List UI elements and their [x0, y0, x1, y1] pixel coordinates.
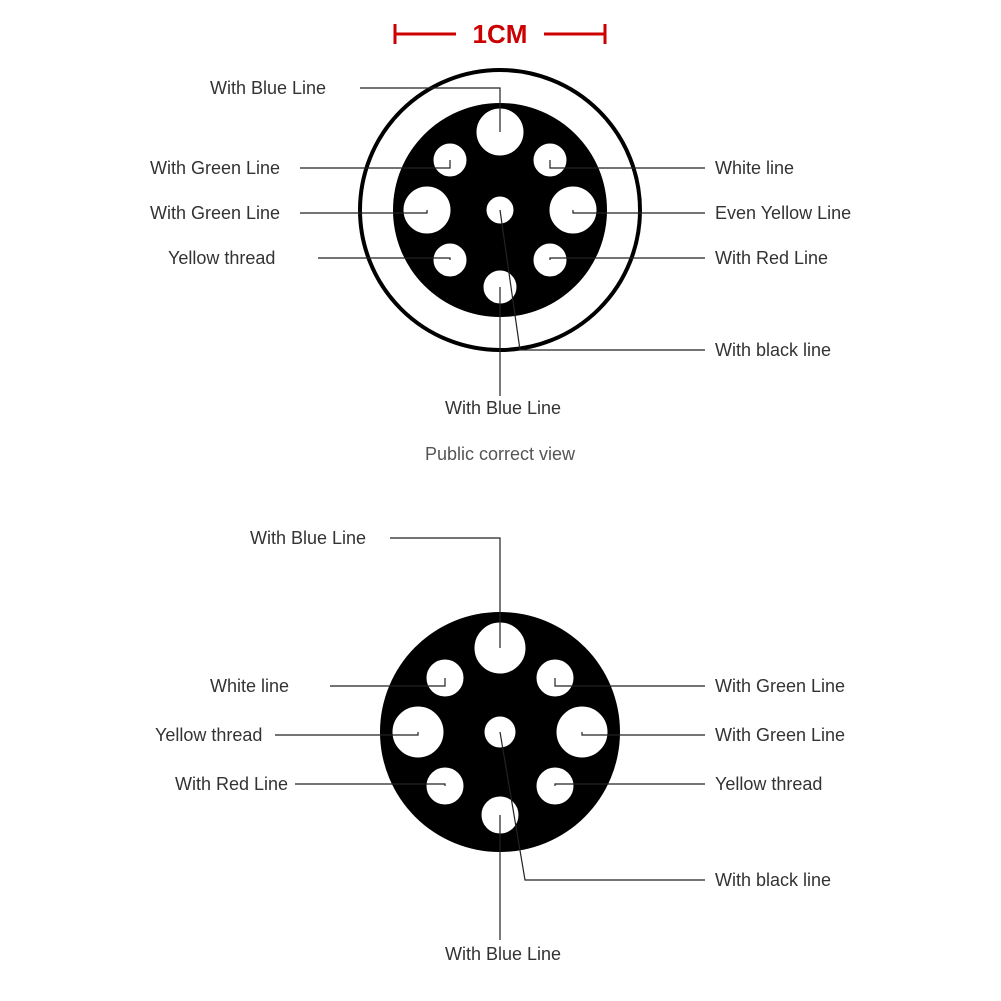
d1-label-right-3: With black line — [715, 340, 831, 360]
d1-label-right-0: White line — [715, 158, 794, 178]
d2-label-top: With Blue Line — [250, 528, 366, 548]
d2-label-bottom-0: With Blue Line — [445, 944, 561, 964]
d1-label-left-2: With Green Line — [150, 203, 280, 223]
dimension-label: 1CM — [473, 19, 528, 49]
diagram-caption: Public correct view — [425, 444, 576, 464]
d2-label-right-1: With Green Line — [715, 725, 845, 745]
d2-label-right-3: With black line — [715, 870, 831, 890]
d1-label-left-3: Yellow thread — [168, 248, 275, 268]
d1-label-right-1: Even Yellow Line — [715, 203, 851, 223]
d1-label-bottom-0: With Blue Line — [445, 398, 561, 418]
d2-label-left-0: White line — [210, 676, 289, 696]
d2-label-right-0: With Green Line — [715, 676, 845, 696]
d2-label-right-2: Yellow thread — [715, 774, 822, 794]
d1-label-left-1: With Green Line — [150, 158, 280, 178]
d1-label-right-2: With Red Line — [715, 248, 828, 268]
d2-label-left-2: With Red Line — [175, 774, 288, 794]
d1-label-left-0: With Blue Line — [210, 78, 326, 98]
d2-label-left-1: Yellow thread — [155, 725, 262, 745]
